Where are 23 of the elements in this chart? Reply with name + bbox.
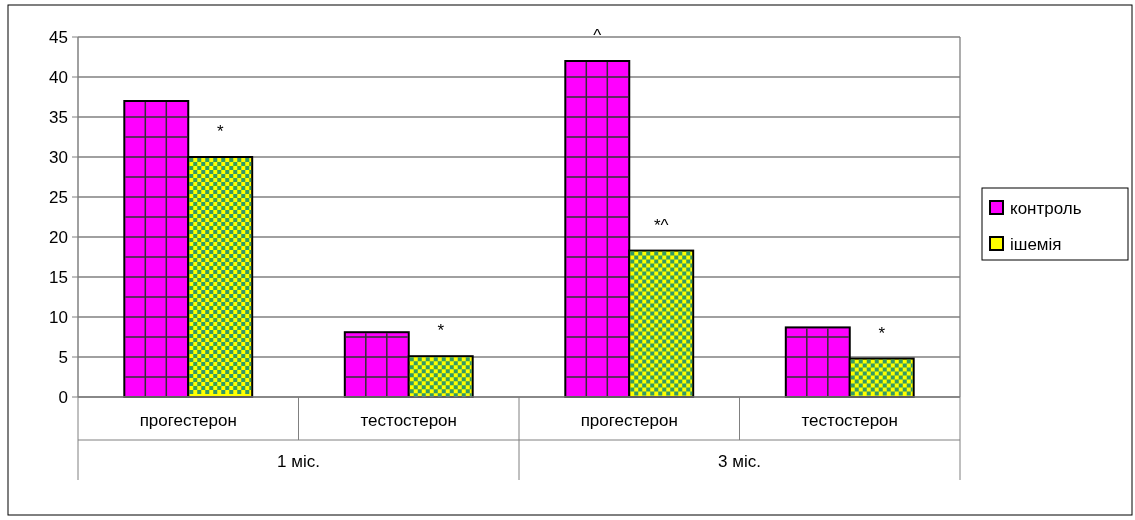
data-label: * <box>878 323 886 343</box>
y-tick-label: 15 <box>49 267 68 287</box>
x-tick-label: прогестерон <box>580 410 678 430</box>
data-label: *^ <box>653 215 669 235</box>
y-tick-label: 25 <box>49 187 68 207</box>
text: 1 міс. <box>277 451 320 471</box>
y-tick-label: 20 <box>49 227 68 247</box>
x-tick-label: прогестерон <box>139 410 237 430</box>
data-label: * <box>216 122 224 141</box>
data-label: * <box>437 321 445 341</box>
y-tick-label: 45 <box>49 27 68 47</box>
y-tick-label: 30 <box>49 147 68 167</box>
legend-label: ішемія <box>1010 234 1062 254</box>
y-tick-label: 35 <box>49 107 68 127</box>
y-tick-label: 5 <box>58 347 68 367</box>
data-label: ^ <box>593 26 602 45</box>
y-tick-label: 10 <box>49 307 68 327</box>
x-tick-label: тестостерон <box>360 410 457 430</box>
x-tick-label: тестостерон <box>801 410 898 430</box>
text: 3 міс. <box>718 451 761 471</box>
y-tick-label: 40 <box>49 67 68 87</box>
y-tick-label: 0 <box>58 387 68 407</box>
legend-label: контроль <box>1010 198 1082 218</box>
